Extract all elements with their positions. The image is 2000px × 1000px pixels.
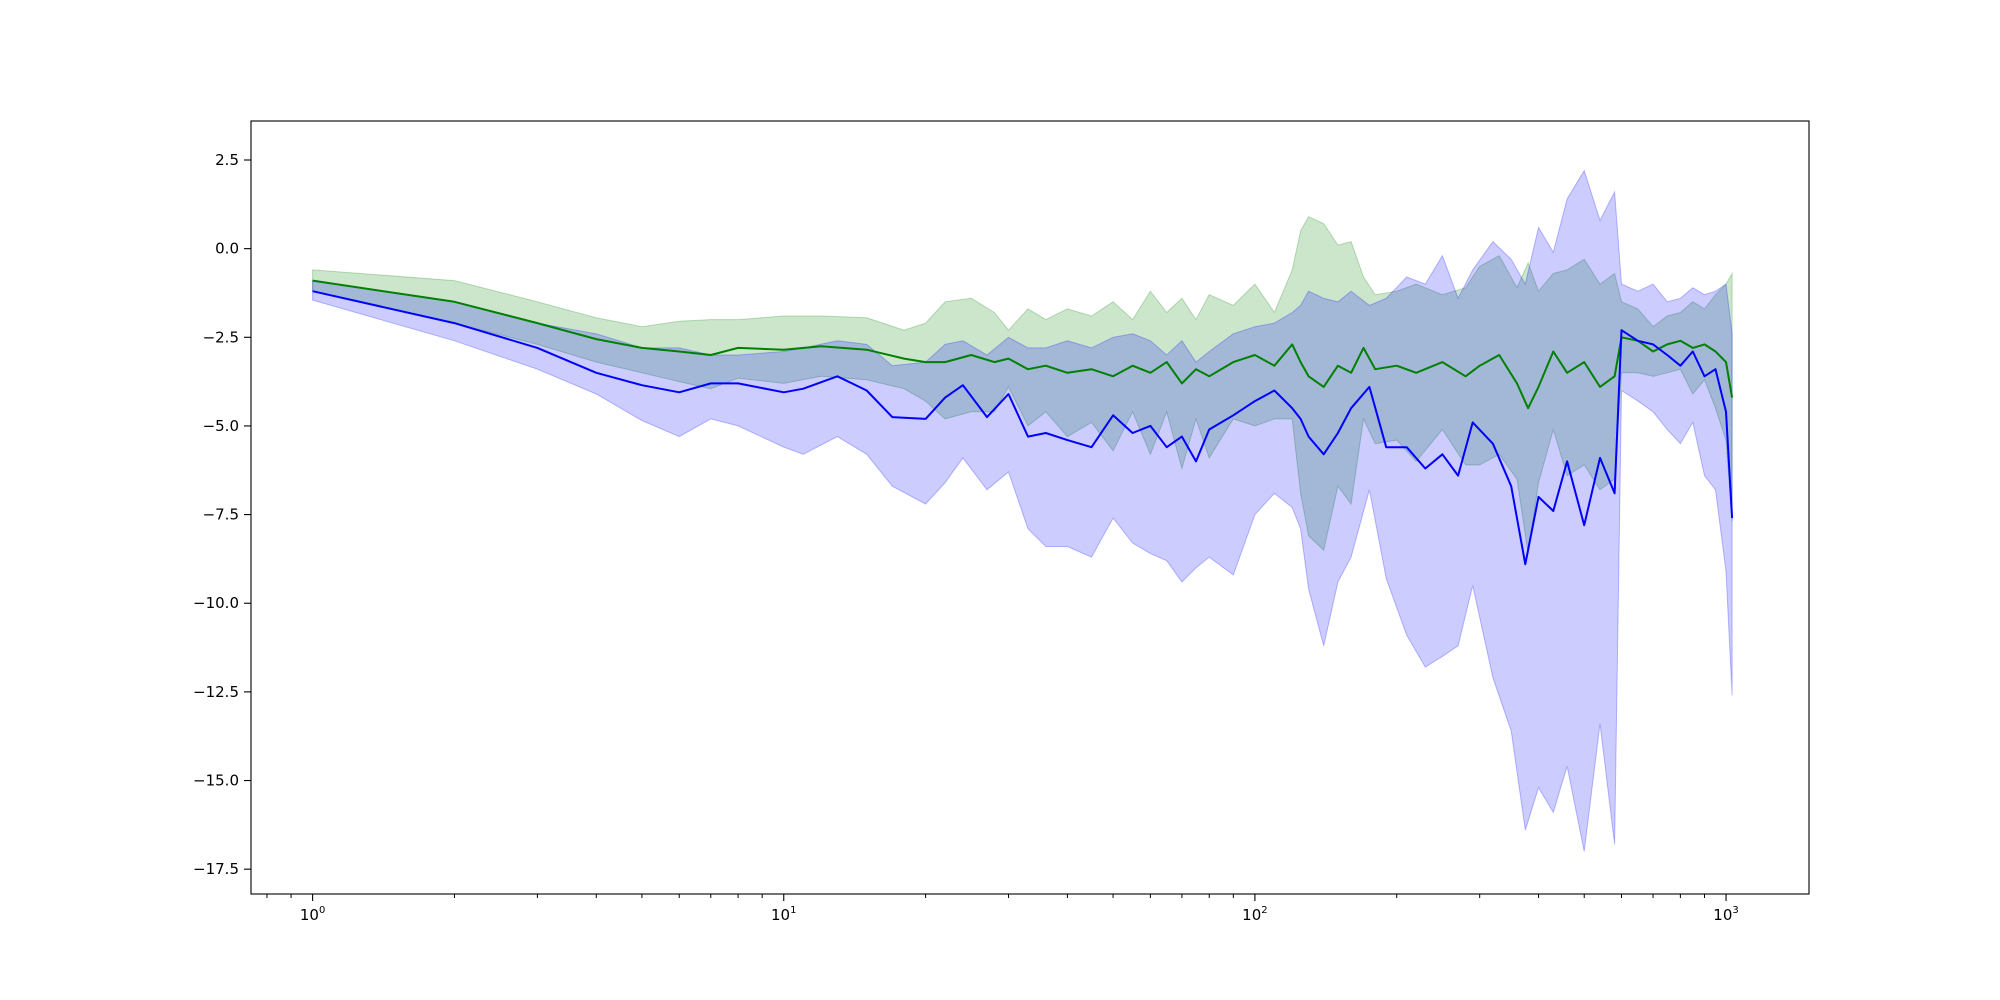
y-tick-label: −17.5 bbox=[193, 860, 239, 878]
y-tick-label: −10.0 bbox=[193, 594, 239, 612]
series-2-line bbox=[312, 290, 1734, 566]
y-tick-label: −7.5 bbox=[203, 506, 239, 524]
x-tick-label: 101 bbox=[771, 905, 796, 924]
y-tick-label: −12.5 bbox=[193, 683, 239, 701]
y-tick-label: 2.5 bbox=[215, 151, 239, 169]
confidence-bands bbox=[312, 169, 1733, 852]
y-tick-label: −15.0 bbox=[193, 772, 239, 790]
series-lines bbox=[312, 279, 1734, 566]
series-2-band bbox=[312, 169, 1733, 852]
x-tick-label: 102 bbox=[1242, 905, 1267, 924]
x-tick-label: 103 bbox=[1713, 905, 1738, 924]
y-tick-label: −2.5 bbox=[203, 328, 239, 346]
series-1-line bbox=[312, 279, 1734, 410]
y-tick-label: 0.0 bbox=[215, 240, 239, 258]
x-axis: 100 101 102 103 bbox=[266, 894, 1739, 924]
x-tick-label: 100 bbox=[300, 905, 325, 924]
y-axis: 2.5 0.0 −2.5 −5.0 −7.5 −10.0 −12.5 −15.0 −17.5 bbox=[193, 151, 251, 878]
plot-area-frame bbox=[250, 120, 1810, 895]
series-1-band bbox=[312, 216, 1733, 554]
y-tick-label: −5.0 bbox=[203, 417, 239, 435]
